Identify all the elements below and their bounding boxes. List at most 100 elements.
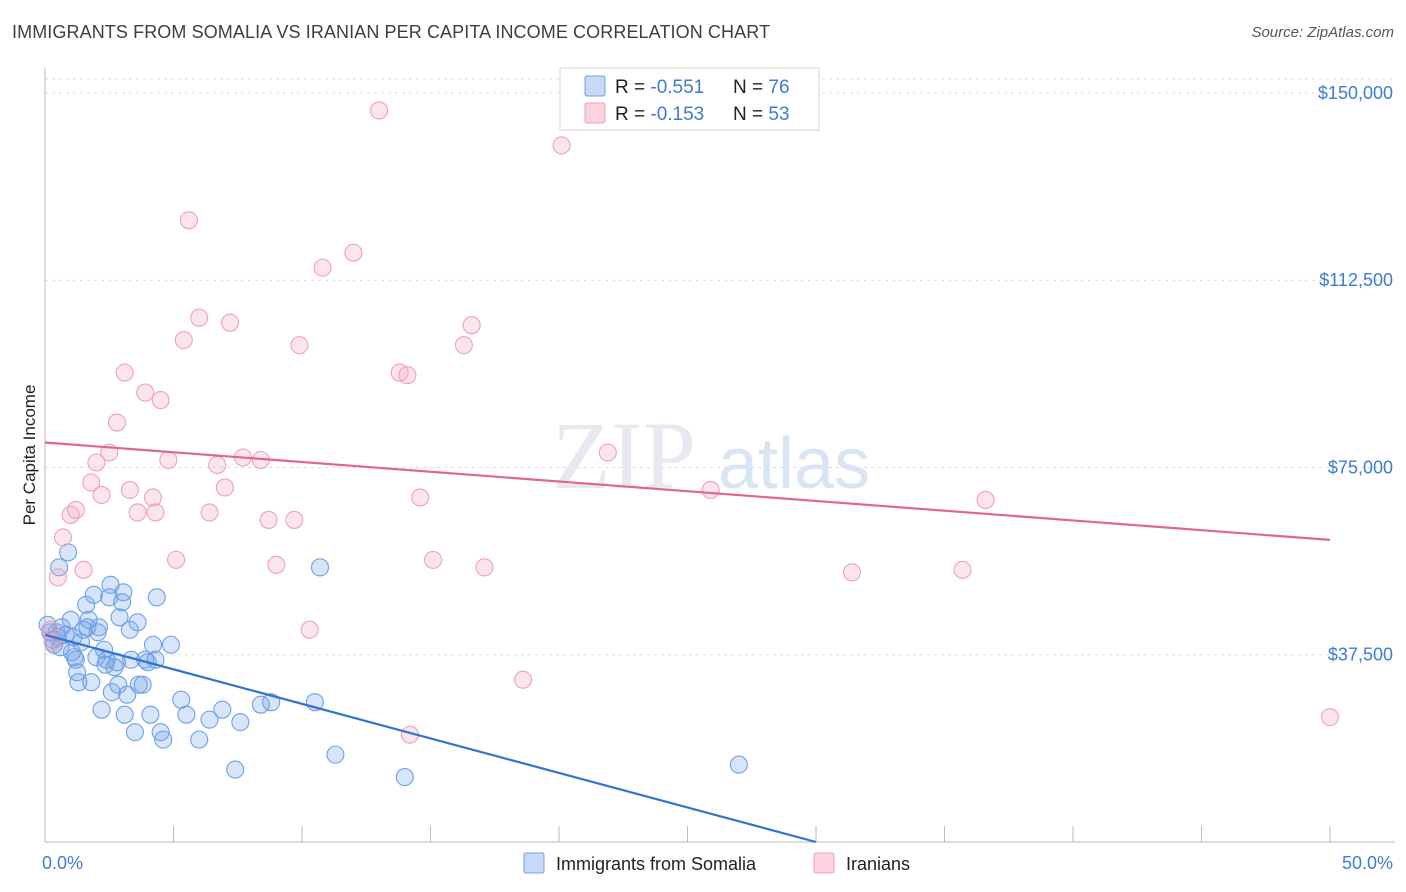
y-axis-label: Per Capita Income [20,385,39,526]
data-point [976,490,995,509]
legend-r-label-iranians: R = [615,104,650,125]
legend-swatch-iranians [584,102,606,124]
data-point [513,670,533,689]
data-point [151,391,170,410]
data-point [102,683,121,702]
series-iranians [41,101,1340,744]
data-point [107,413,127,432]
bottom-legend-swatch-iranians [813,852,835,874]
data-point [77,595,96,614]
data-point [177,705,196,724]
data-point [598,443,617,462]
chart-title: IMMIGRANTS FROM SOMALIA VS IRANIAN PER C… [12,22,771,42]
data-point [151,723,170,742]
data-point [167,550,186,569]
y-tick-label: $150,000 [1318,83,1393,103]
data-point [120,620,139,639]
data-point [133,675,152,694]
data-point [79,610,98,629]
data-point [1320,708,1340,727]
data-point [143,488,162,507]
legend-n-label-iranians: N = [733,104,768,125]
x-tick-label-min: 0.0% [42,853,83,873]
data-point [89,618,109,637]
y-tick-label: $112,500 [1319,270,1393,290]
data-point [114,583,133,602]
watermark-zip: ZIP [552,402,696,509]
data-point [179,211,198,230]
data-point [146,503,165,522]
data-point [300,620,319,639]
svg-text:N = 76: N = 76 [733,77,790,98]
data-point [147,588,166,607]
data-point [370,101,389,120]
data-point [115,705,134,724]
bottom-legend-label-somalia: Immigrants from Somalia [556,854,757,874]
data-point [159,450,178,470]
top-legend: R = -0.551 N = 76 R = -0.153 N = 53 [559,67,820,131]
data-point [128,503,147,522]
bottom-legend-swatch-somalia [523,852,545,874]
legend-r-label-somalia: R = [615,77,650,98]
data-point [226,760,245,779]
data-point [213,700,232,719]
data-point [61,505,80,524]
data-point [200,503,219,522]
data-point [729,755,748,774]
y-tick-label: $75,000 [1328,457,1393,477]
legend-n-value-somalia: 76 [768,77,789,98]
trend-line-somalia [44,633,817,844]
data-point [129,675,148,694]
chart-source: Source: ZipAtlas.com [1251,24,1394,41]
data-point [161,635,180,654]
data-point [220,313,240,332]
y-tick-label: $37,500 [1328,645,1393,665]
data-point [411,488,430,507]
grid-lines [45,78,1395,656]
data-point [141,705,160,724]
legend-r-value-iranians: -0.153 [650,104,704,125]
legend-n-value-iranians: 53 [768,104,789,125]
data-point [462,316,481,335]
data-point [251,695,270,714]
data-point [115,363,134,382]
data-point [120,480,139,500]
data-point [53,528,73,547]
data-point [143,635,162,654]
watermark-atlas: atlas [718,424,870,504]
data-point [92,485,111,504]
bottom-legend: Immigrants from Somalia Iranians [523,852,910,874]
data-point [61,610,80,629]
data-point [84,585,103,604]
bottom-legend-label-iranians: Iranians [846,854,910,874]
data-point [174,331,193,350]
legend-r-value-somalia: -0.551 [650,77,704,98]
data-point [128,613,147,632]
data-point [190,308,209,327]
data-point [454,336,473,355]
data-point [48,568,67,587]
data-point [215,478,234,497]
data-point [326,745,345,764]
data-point [109,675,128,694]
data-point [154,730,173,749]
data-point [285,510,304,529]
data-point [344,243,363,262]
data-point [310,558,330,577]
data-point [125,723,144,742]
trend-layer [44,441,1331,844]
svg-text:R = -0.551: R = -0.551 [615,77,704,98]
data-point [74,560,93,579]
data-point [290,336,309,355]
data-point [953,560,972,579]
svg-text:N = 53: N = 53 [733,104,790,125]
data-point [172,690,191,709]
data-point [110,608,129,627]
data-point [313,258,332,277]
data-point [87,453,106,472]
data-point [424,550,443,569]
data-point [118,685,137,704]
data-point [552,136,571,155]
data-point [231,713,250,732]
